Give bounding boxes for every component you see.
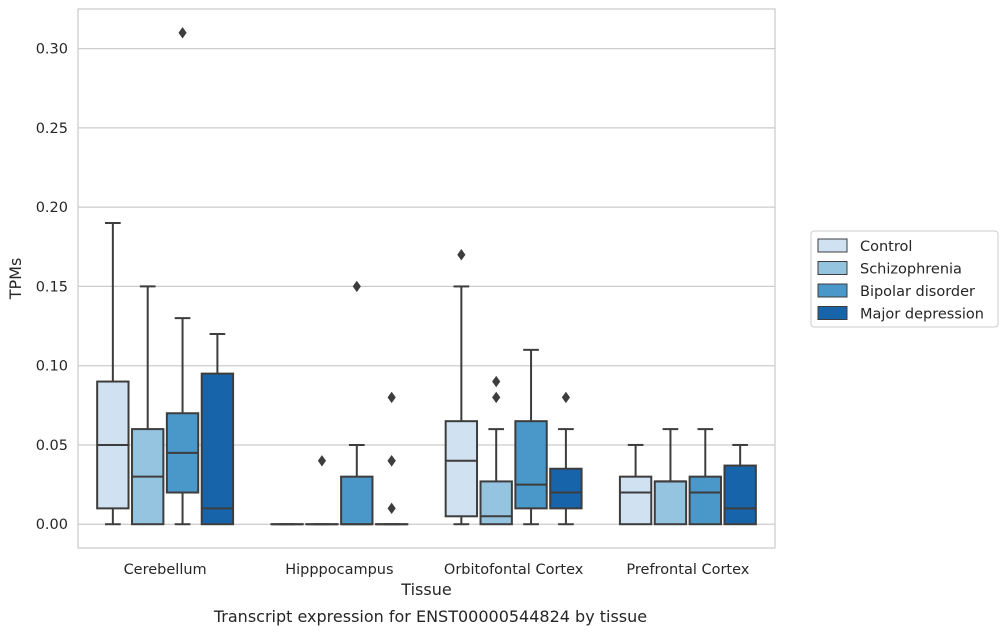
x-tick-label-cerebellum: Cerebellum (124, 562, 207, 578)
outlier-point (457, 249, 466, 261)
y-tick-label: 0.15 (36, 279, 68, 295)
outlier-point (387, 391, 396, 404)
y-tick-label: 0.20 (36, 200, 68, 216)
box-body (200, 372, 235, 526)
y-tick-label: 0.30 (36, 42, 68, 58)
x-tick-label-prefrontal-cortex: Prefrontal Cortex (626, 562, 749, 578)
box-major-depression-prefrontal-cortex (723, 443, 757, 526)
y-axis-label: TPMs (6, 258, 25, 301)
boxes (96, 27, 757, 526)
y-tick-label: 0.25 (36, 121, 68, 137)
box-body (340, 475, 374, 526)
box-bipolar-disorder-cerebellum (165, 27, 200, 526)
box-body (444, 420, 479, 518)
x-tick-label-hipppocampus: Hipppocampus (285, 562, 393, 578)
legend: Control Schizophrenia Bipolar disorder Majo… (810, 230, 999, 328)
x-tick-labels: Cerebellum Hipppocampus Orbitofontal Corte… (124, 562, 750, 578)
legend-label-bipolar-disorder: Bipolar disorder (860, 284, 975, 300)
box-control-orbitofontal-cortex (444, 249, 479, 526)
outlier-point (561, 391, 570, 404)
box-body (653, 480, 688, 526)
box-body (479, 480, 513, 526)
box-bipolar-disorder-prefrontal-cortex (688, 428, 722, 526)
outlier-point (178, 27, 187, 39)
box-bipolar-disorder-hipppocampus (340, 280, 374, 526)
box-major-depression-cerebellum (200, 332, 235, 526)
chart-caption: Transcript expression for ENST0000054482… (213, 607, 647, 626)
box-schizophrenia-prefrontal-cortex (653, 428, 688, 526)
box-body (723, 464, 757, 526)
outlier-point (352, 280, 361, 293)
box-body (618, 475, 653, 526)
box-control-prefrontal-cortex (618, 443, 653, 526)
legend-frame (810, 230, 999, 328)
box-body (549, 467, 583, 510)
box-body (688, 475, 722, 526)
legend-label-major-depression: Major depression (860, 307, 984, 323)
box-control-cerebellum (96, 222, 130, 526)
box-schizophrenia-cerebellum (131, 285, 165, 526)
outlier-point (492, 375, 501, 388)
outlier-point (492, 391, 501, 404)
legend-label-schizophrenia: Schizophrenia (860, 262, 962, 278)
x-axis-label: Tissue (400, 580, 451, 599)
plot-frame (77, 8, 776, 549)
legend-label-control: Control (860, 239, 912, 255)
box-body (514, 420, 548, 510)
y-tick-labels: 0.00 0.05 0.10 0.15 0.20 0.25 0.30 (36, 42, 68, 534)
y-tick-label: 0.00 (36, 517, 68, 533)
y-tick-label: 0.10 (36, 359, 68, 375)
y-tick-label: 0.05 (36, 438, 68, 454)
legend-swatch-schizophrenia (817, 261, 848, 275)
legend-swatch-bipolar-disorder (817, 283, 848, 298)
box-schizophrenia-hipppocampus (305, 455, 339, 526)
outlier-point (317, 455, 327, 467)
outlier-point (387, 502, 396, 515)
box-bipolar-disorder-orbitofontal-cortex (514, 348, 548, 526)
box-major-depression-orbitofontal-cortex (549, 391, 583, 526)
x-tick-label-orbitofontal-cortex: Orbitofontal Cortex (444, 562, 584, 578)
legend-swatch-major-depression (817, 306, 848, 320)
outlier-point (387, 455, 396, 467)
legend-swatch-control (817, 238, 848, 253)
box-schizophrenia-orbitofontal-cortex (479, 375, 513, 526)
box-major-depression-hipppocampus (374, 391, 409, 526)
